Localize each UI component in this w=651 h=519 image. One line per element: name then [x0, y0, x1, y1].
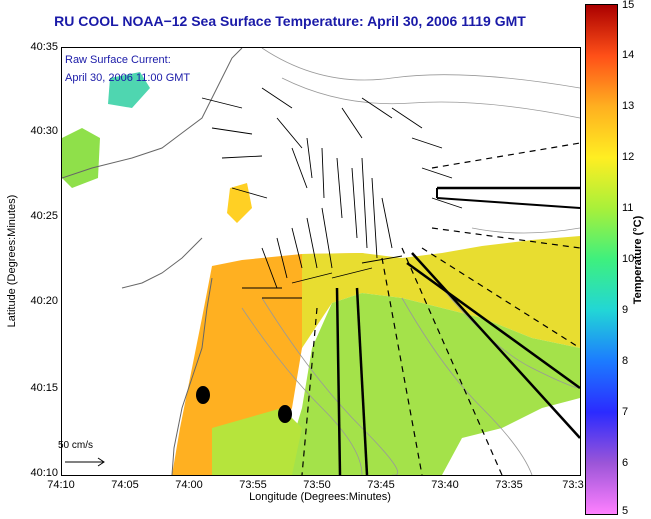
sst-yellow-small: [227, 183, 252, 223]
colorbar-tick: 14: [622, 49, 635, 61]
colorbar-tick: 10: [622, 253, 635, 265]
station-marker: [196, 386, 210, 404]
map-plot-area: [61, 47, 581, 476]
y-axis-label: Latitude (Degrees:Minutes): [6, 194, 18, 328]
sst-cool-patch: [108, 72, 150, 108]
x-tick: 74:00: [175, 479, 203, 491]
y-tick: 40:30: [30, 125, 58, 137]
inset-label-date: April 30, 2006 11:00 GMT: [65, 72, 191, 84]
colorbar-tick: 11: [622, 202, 634, 214]
sst-yellow-region: [302, 236, 580, 348]
colorbar-tick: 15: [622, 0, 635, 11]
x-tick: 73:35: [495, 479, 523, 491]
x-tick: 73:55: [239, 479, 267, 491]
bathymetry-contours: [241, 48, 580, 475]
station-marker: [278, 405, 292, 423]
x-tick: 74:10: [47, 479, 75, 491]
x-axis-label: Longitude (Degrees:Minutes): [249, 491, 391, 503]
transect-lines: [301, 142, 580, 475]
x-tick: 73:40: [431, 479, 459, 491]
sst-green-region: [282, 293, 580, 475]
colorbar-tick: 7: [622, 406, 629, 418]
scale-arrow-icon: [65, 457, 105, 467]
colorbar-tick: 5: [622, 505, 629, 517]
y-tick: 40:15: [30, 382, 58, 394]
inset-label-current: Raw Surface Current:: [65, 54, 171, 66]
colorbar-tick: 9: [622, 304, 629, 316]
colorbar-tick: 6: [622, 457, 629, 469]
x-tick: 73:50: [303, 479, 331, 491]
x-tick: 73:45: [367, 479, 395, 491]
sst-warm-region: [172, 253, 402, 475]
colorbar-tick: 13: [622, 100, 635, 112]
map-canvas: [62, 48, 580, 475]
y-tick: 40:35: [30, 41, 58, 53]
temperature-colorbar: [585, 4, 618, 515]
coastline: [62, 48, 243, 475]
x-tick: 74:05: [111, 479, 139, 491]
colorbar-tick: 8: [622, 355, 629, 367]
colorbar-tick: 12: [622, 151, 635, 163]
colorbar-label: Temperature (°C): [632, 215, 644, 305]
y-tick: 40:20: [30, 295, 58, 307]
map-title: RU COOL NOAA−12 Sea Surface Temperature:…: [54, 13, 526, 29]
sst-green-south: [212, 408, 302, 475]
y-tick: 40:10: [30, 467, 58, 479]
y-tick: 40:25: [30, 210, 58, 222]
x-tick: 73:3: [562, 479, 584, 491]
current-vectors: [201, 87, 463, 299]
sst-green-nw: [62, 128, 100, 188]
scale-label: 50 cm/s: [58, 440, 94, 451]
